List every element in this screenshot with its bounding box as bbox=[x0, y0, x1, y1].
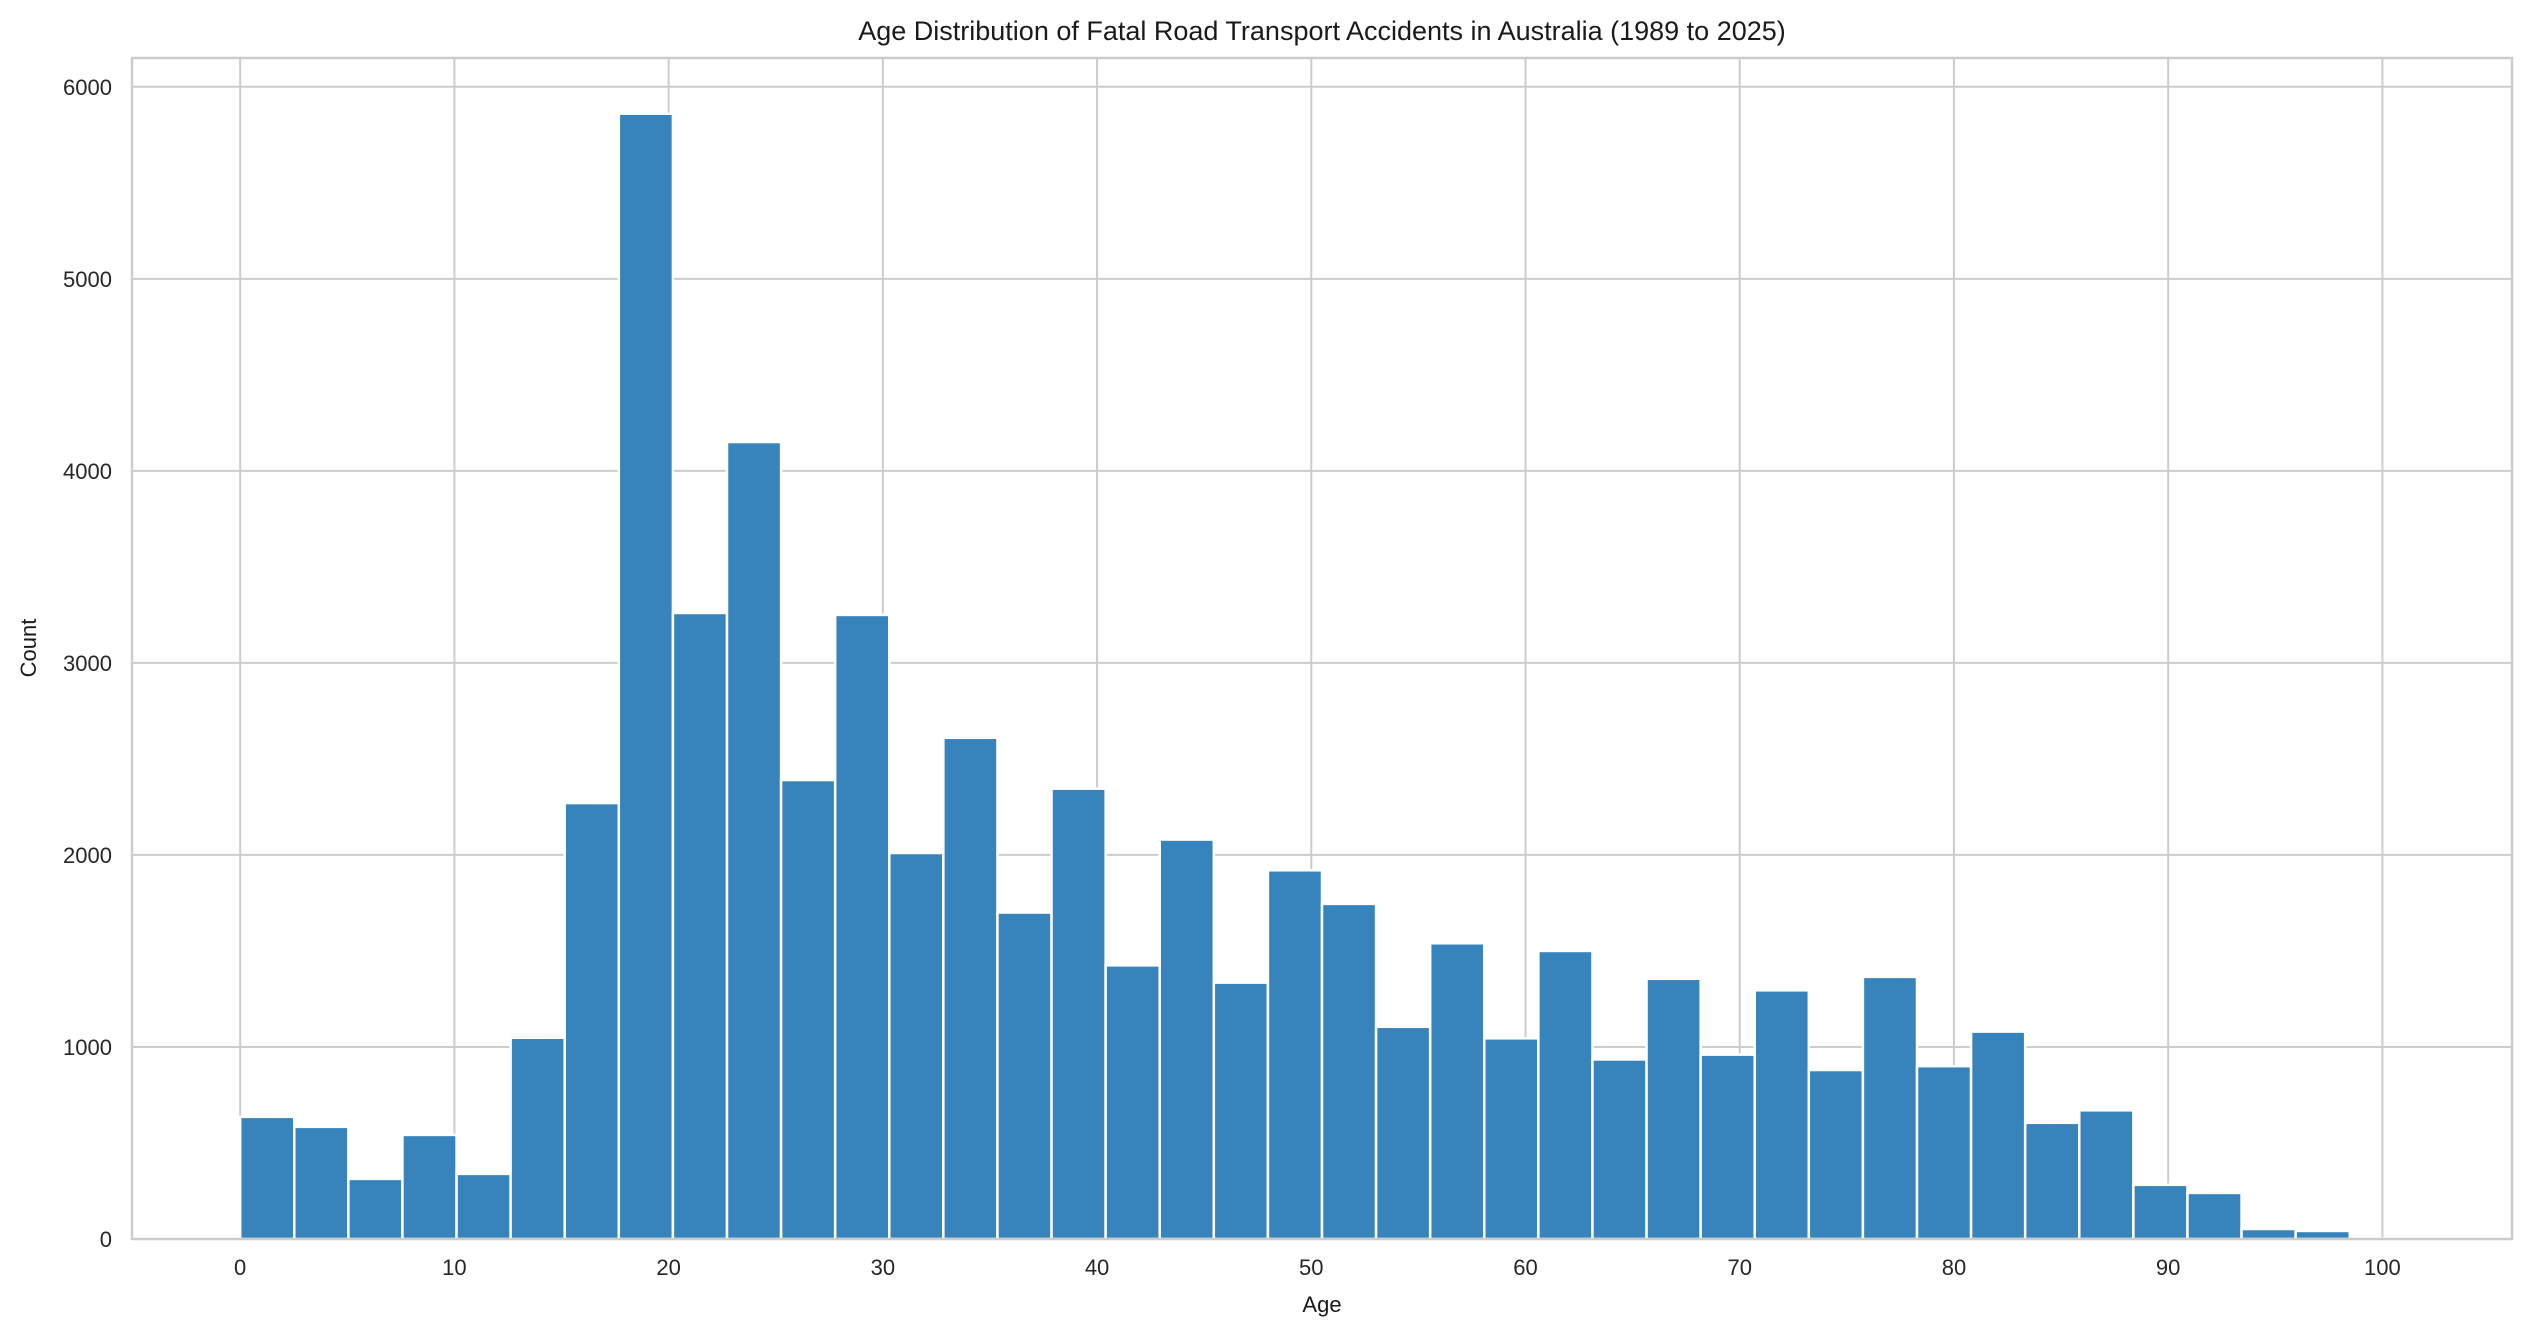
x-tick-label: 30 bbox=[871, 1255, 895, 1280]
x-tick-label: 80 bbox=[1942, 1255, 1966, 1280]
histogram-bar bbox=[1537, 949, 1594, 1241]
chart-title: Age Distribution of Fatal Road Transport… bbox=[858, 16, 1786, 46]
y-tick-label: 6000 bbox=[63, 75, 112, 100]
histogram-bar bbox=[1320, 902, 1378, 1241]
x-tick-label: 0 bbox=[234, 1255, 246, 1280]
y-tick-label: 2000 bbox=[63, 843, 112, 868]
histogram-bar bbox=[1428, 942, 1486, 1241]
x-tick-label: 70 bbox=[1727, 1255, 1751, 1280]
histogram-bar bbox=[1699, 1053, 1756, 1241]
histogram-bar bbox=[1807, 1068, 1865, 1241]
histogram-bar bbox=[833, 613, 891, 1241]
x-tick-label: 10 bbox=[442, 1255, 466, 1280]
histogram-bar bbox=[1266, 869, 1324, 1241]
histogram-bar bbox=[725, 440, 783, 1241]
histogram-bar bbox=[2186, 1191, 2243, 1241]
histogram-bar bbox=[996, 911, 1053, 1241]
y-tick-label: 3000 bbox=[63, 651, 112, 676]
histogram-bar bbox=[1915, 1064, 1973, 1241]
x-tick-label: 50 bbox=[1299, 1255, 1323, 1280]
histogram-bar bbox=[2023, 1121, 2081, 1241]
histogram-bar bbox=[671, 611, 729, 1241]
histogram-bar bbox=[888, 851, 945, 1241]
x-tick-label: 40 bbox=[1085, 1255, 1109, 1280]
histogram-bar bbox=[1158, 838, 1216, 1241]
histogram-bar bbox=[293, 1125, 350, 1241]
x-tick-label: 100 bbox=[2364, 1255, 2401, 1280]
x-tick-labels: 0 10 20 30 40 50 60 70 80 90 100 bbox=[234, 1255, 2401, 1280]
histogram-bar bbox=[2132, 1183, 2189, 1241]
y-tick-label: 1000 bbox=[63, 1035, 112, 1060]
histogram-bar bbox=[238, 1115, 296, 1241]
y-tick-label: 4000 bbox=[63, 459, 112, 484]
histogram-bar bbox=[1212, 981, 1270, 1241]
histogram-bar bbox=[455, 1172, 512, 1241]
histogram-bar bbox=[1374, 1025, 1432, 1241]
histogram-bar bbox=[1861, 975, 1919, 1241]
y-tick-labels: 0 1000 2000 3000 4000 5000 6000 bbox=[63, 75, 112, 1252]
y-tick-label: 5000 bbox=[63, 267, 112, 292]
histogram-bar bbox=[1104, 964, 1161, 1241]
histogram-bar bbox=[1753, 989, 1811, 1241]
x-tick-label: 20 bbox=[656, 1255, 680, 1280]
histogram-bar bbox=[1483, 1037, 1540, 1241]
histogram-bar bbox=[401, 1133, 458, 1241]
histogram-bar bbox=[617, 112, 675, 1241]
histogram-bar bbox=[1969, 1030, 2027, 1241]
histogram-bar bbox=[1591, 1058, 1648, 1241]
histogram-bar bbox=[509, 1036, 566, 1241]
histogram-bar bbox=[942, 736, 999, 1241]
histogram-bar bbox=[1645, 977, 1702, 1241]
histogram-bar bbox=[1050, 787, 1107, 1241]
histogram-bars bbox=[238, 112, 2406, 1241]
y-tick-label: 0 bbox=[100, 1227, 112, 1252]
histogram-bar bbox=[779, 778, 837, 1241]
histogram-bar bbox=[2240, 1227, 2297, 1241]
x-tick-label: 90 bbox=[2156, 1255, 2180, 1280]
histogram-bar bbox=[347, 1177, 404, 1241]
plot-frame bbox=[130, 56, 2514, 1241]
histogram-bar bbox=[563, 801, 621, 1241]
x-axis-label: Age bbox=[1302, 1292, 1341, 1317]
y-axis-label: Count bbox=[16, 619, 41, 678]
x-tick-label: 60 bbox=[1513, 1255, 1537, 1280]
histogram-bar bbox=[2078, 1109, 2135, 1241]
